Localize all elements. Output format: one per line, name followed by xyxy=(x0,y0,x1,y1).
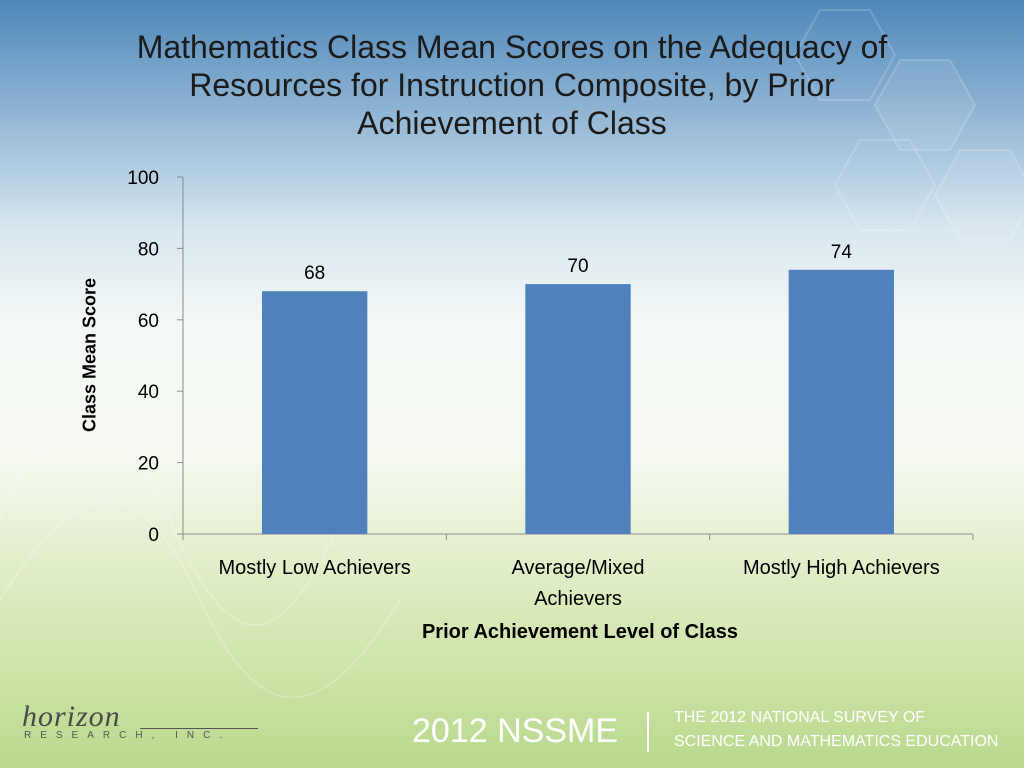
chart-title-line-2: Resources for Instruction Composite, by … xyxy=(189,67,835,103)
logo-underline xyxy=(140,728,258,729)
nssme-brand: 2012 NSSME xyxy=(412,712,618,750)
logo-subtitle: RESEARCH, INC. xyxy=(24,730,232,741)
horizon-research-logo: horizon RESEARCH, INC. xyxy=(22,700,258,741)
y-tick-label: 40 xyxy=(138,382,159,403)
x-category-label: Mostly High Achievers xyxy=(743,557,940,579)
y-tick-label: 60 xyxy=(138,311,159,332)
bar xyxy=(525,284,631,534)
y-tick-label: 80 xyxy=(138,239,159,260)
y-tick-label: 100 xyxy=(127,168,159,189)
bar xyxy=(262,291,368,534)
survey-name-line-1: THE 2012 NATIONAL SURVEY OF xyxy=(674,709,926,726)
y-tick-label: 0 xyxy=(148,525,159,546)
survey-name-line-2: SCIENCE AND MATHEMATICS EDUCATION xyxy=(674,733,999,750)
bar-data-label: 74 xyxy=(831,242,853,263)
x-category-label: Average/Mixed xyxy=(511,557,644,579)
x-category-label: Mostly Low Achievers xyxy=(219,557,411,579)
y-tick-label: 20 xyxy=(138,454,159,475)
bar-data-label: 68 xyxy=(304,263,325,284)
chart-title: Mathematics Class Mean Scores on the Ade… xyxy=(60,28,964,142)
chart-title-line-1: Mathematics Class Mean Scores on the Ade… xyxy=(136,29,888,65)
brand-divider xyxy=(647,712,649,752)
x-category-label: Achievers xyxy=(534,588,622,610)
chart-title-line-3: Achievement of Class xyxy=(357,105,667,141)
bar xyxy=(788,269,894,534)
logo-script-text: horizon xyxy=(22,700,121,733)
survey-name: THE 2012 NATIONAL SURVEY OF SCIENCE AND … xyxy=(674,706,998,754)
bar-data-label: 70 xyxy=(567,256,588,277)
y-axis-label: Class Mean Score xyxy=(79,277,100,433)
x-axis-label: Prior Achievement Level of Class xyxy=(421,621,739,643)
